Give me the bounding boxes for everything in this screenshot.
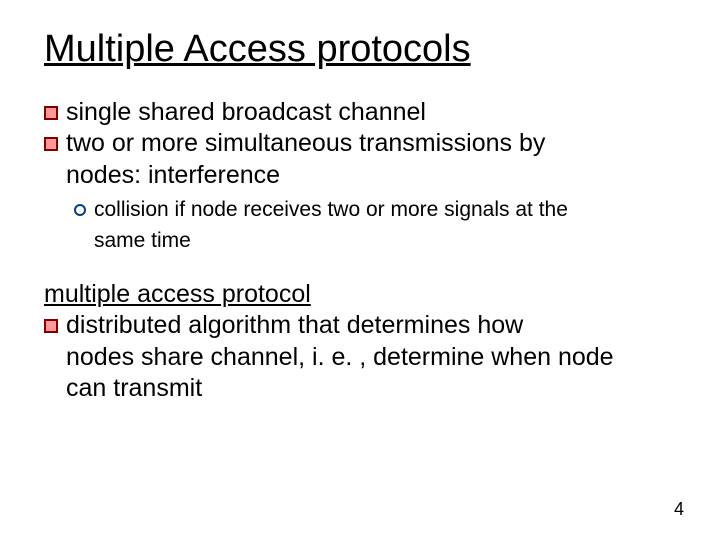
sub-bullet-text-continuation: same time (94, 229, 676, 253)
square-bullet-icon (44, 106, 58, 120)
bullet-text: single shared broadcast channel (66, 97, 426, 128)
bullet-item-1: single shared broadcast channel (44, 97, 676, 128)
bullet-item-2: two or more simultaneous transmissions b… (44, 128, 676, 159)
sub-bullet-item-1: collision if node receives two or more s… (74, 197, 676, 223)
square-bullet-icon (44, 319, 58, 333)
slide-title: Multiple Access protocols (44, 28, 676, 71)
bullet-text: distributed algorithm that determines ho… (66, 310, 523, 341)
circle-bullet-icon (74, 204, 86, 216)
subtitle: multiple access protocol (44, 279, 676, 310)
bullet-text-continuation: can transmit (66, 373, 676, 404)
section-2: multiple access protocol distributed alg… (44, 279, 676, 404)
bullet-item-3: distributed algorithm that determines ho… (44, 310, 676, 341)
bullet-text-continuation: nodes share channel, i. e. , determine w… (66, 342, 676, 373)
bullet-text: two or more simultaneous transmissions b… (66, 128, 545, 159)
bullet-text-continuation: nodes: interference (66, 160, 676, 191)
square-bullet-icon (44, 137, 58, 151)
page-number: 4 (674, 499, 684, 520)
sub-bullet-text: collision if node receives two or more s… (94, 197, 568, 223)
